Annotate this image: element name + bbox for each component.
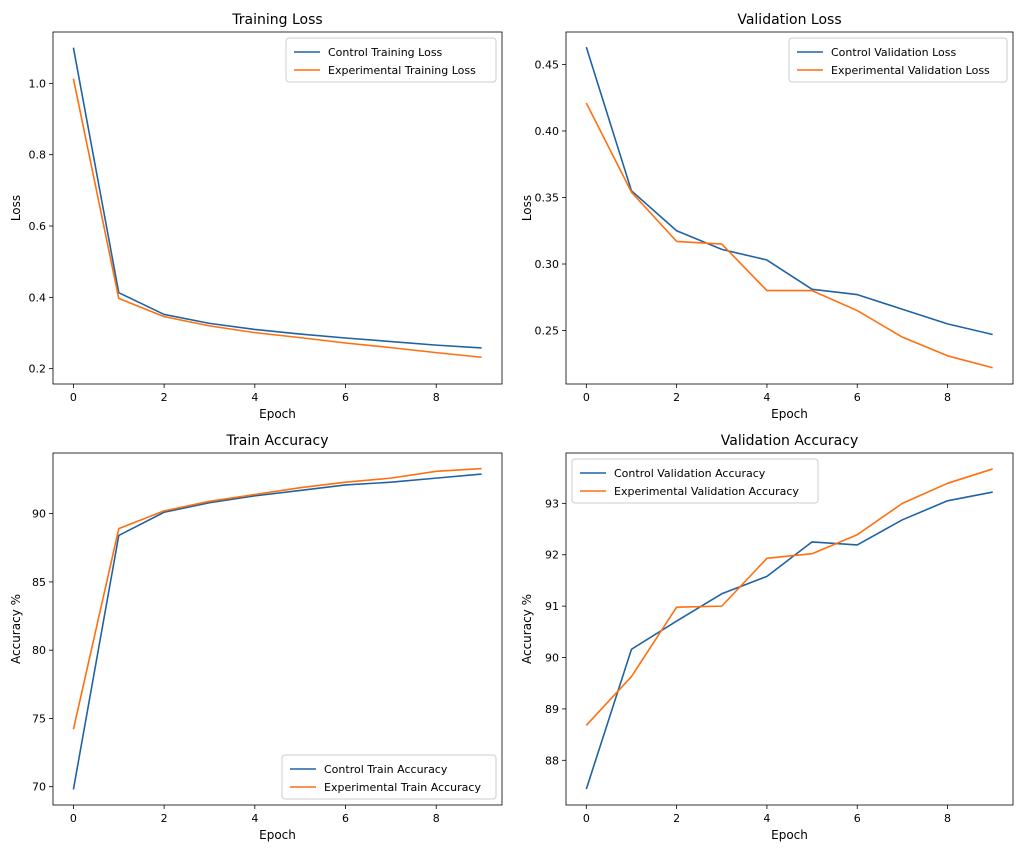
y-axis-label: Loss xyxy=(520,195,534,221)
x-tick-label: 6 xyxy=(342,812,349,825)
x-tick-label: 6 xyxy=(854,391,861,404)
subplot-1: Training Loss 0 2 4 6 8 0.2 0.4 0.6 0.8 1.0 Epoch Lo… xyxy=(9,12,503,421)
legend: Control Validation Loss Experimental Vali… xyxy=(788,37,1008,83)
legend-box xyxy=(571,458,819,504)
y-tick-label: 0.35 xyxy=(535,191,560,204)
y-tick-label: 80 xyxy=(32,644,46,657)
x-tick-label: 2 xyxy=(161,391,168,404)
legend-box xyxy=(285,37,497,83)
y-tick-label: 0.2 xyxy=(29,363,47,376)
x-axis-label: Epoch xyxy=(259,828,296,842)
legend-label: Experimental Validation Loss xyxy=(831,64,990,77)
x-tick-label: 2 xyxy=(673,391,680,404)
y-tick-label: 75 xyxy=(32,712,46,725)
legend-label: Control Training Loss xyxy=(328,46,443,59)
y-tick-label: 0.40 xyxy=(535,125,560,138)
y-tick-label: 0.6 xyxy=(29,220,47,233)
legend-label: Experimental Validation Accuracy xyxy=(614,485,799,498)
x-tick-label: 8 xyxy=(433,812,440,825)
y-tick-label: 89 xyxy=(545,703,559,716)
y-axis-label: Accuracy % xyxy=(9,594,23,664)
legend-label: Control Validation Loss xyxy=(831,46,956,59)
series-line-experimental xyxy=(72,467,482,730)
legend: Control Train Accuracy Experimental Train… xyxy=(281,754,497,800)
chart-title: Validation Loss xyxy=(737,12,841,28)
x-tick-label: 8 xyxy=(944,812,951,825)
y-tick-label: 70 xyxy=(32,781,46,794)
y-tick-label: 85 xyxy=(32,576,46,589)
axes-frame xyxy=(565,452,1014,806)
y-tick-label: 0.30 xyxy=(535,258,560,271)
subplot-3: Train Accuracy 0 2 4 6 8 70 75 80 85 90 Epoch Accura… xyxy=(9,433,503,842)
x-axis-label: Epoch xyxy=(771,828,808,842)
chart-title: Training Loss xyxy=(231,12,322,28)
subplot-2: Validation Loss 0 2 4 6 8 0.25 0.30 0.35 0.40 0.45… xyxy=(520,12,1014,421)
legend-label: Experimental Training Loss xyxy=(328,64,476,77)
axes-frame xyxy=(565,31,1014,385)
y-tick-label: 90 xyxy=(32,508,46,521)
series-line-control xyxy=(585,46,993,336)
y-tick-label: 1.0 xyxy=(29,77,47,90)
y-tick-label: 91 xyxy=(545,600,559,613)
chart-title: Train Accuracy xyxy=(226,433,329,449)
y-tick-label: 90 xyxy=(545,652,559,665)
legend-label: Experimental Train Accuracy xyxy=(324,781,481,794)
series-line-experimental xyxy=(585,468,993,726)
legend-label: Control Train Accuracy xyxy=(324,763,448,776)
x-tick-label: 4 xyxy=(251,391,258,404)
legend: Control Validation Accuracy Experimental … xyxy=(571,458,819,504)
x-tick-label: 4 xyxy=(763,391,770,404)
x-tick-label: 4 xyxy=(251,812,258,825)
x-tick-label: 8 xyxy=(433,391,440,404)
x-axis-label: Epoch xyxy=(259,407,296,421)
x-axis-label: Epoch xyxy=(771,407,808,421)
y-axis-label: Loss xyxy=(9,195,23,221)
y-tick-label: 0.8 xyxy=(29,149,47,162)
y-tick-label: 88 xyxy=(545,754,559,767)
legend-box xyxy=(281,754,497,800)
y-tick-label: 0.25 xyxy=(535,325,560,338)
x-tick-label: 0 xyxy=(70,812,77,825)
y-tick-label: 0.4 xyxy=(29,291,47,304)
x-tick-label: 6 xyxy=(854,812,861,825)
legend-box xyxy=(788,37,1008,83)
x-tick-label: 2 xyxy=(673,812,680,825)
series-line-control xyxy=(72,473,482,790)
y-tick-label: 0.45 xyxy=(535,58,560,71)
series-line-experimental xyxy=(72,78,482,359)
y-axis-label: Accuracy % xyxy=(520,594,534,664)
chart-title: Validation Accuracy xyxy=(721,433,859,449)
y-tick-label: 93 xyxy=(545,497,559,510)
x-tick-label: 0 xyxy=(583,812,590,825)
series-line-experimental xyxy=(585,102,993,369)
x-tick-label: 8 xyxy=(944,391,951,404)
y-tick-label: 92 xyxy=(545,549,559,562)
x-tick-label: 6 xyxy=(342,391,349,404)
legend-label: Control Validation Accuracy xyxy=(614,467,766,480)
x-tick-label: 0 xyxy=(70,391,77,404)
axes-frame xyxy=(52,452,503,806)
series-line-control xyxy=(72,47,482,349)
legend: Control Training Loss Experimental Traini… xyxy=(285,37,497,83)
axes-frame xyxy=(52,31,503,385)
x-tick-label: 2 xyxy=(161,812,168,825)
x-tick-label: 4 xyxy=(763,812,770,825)
x-tick-label: 0 xyxy=(583,391,590,404)
series-line-control xyxy=(585,491,993,790)
